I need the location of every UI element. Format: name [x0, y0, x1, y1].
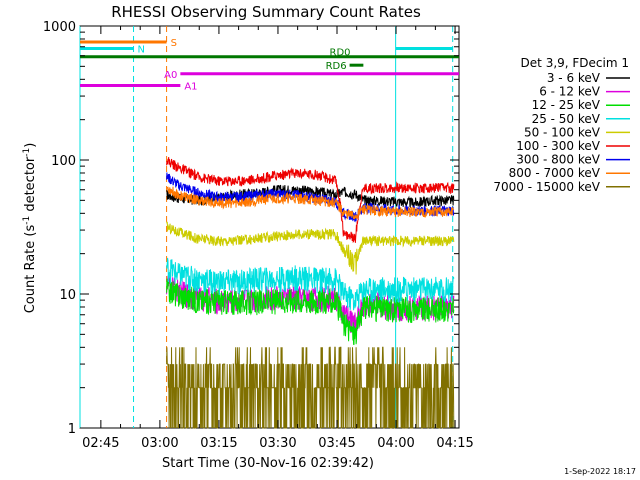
x-tick-label-2: 03:15 [200, 436, 237, 451]
y-tick-label-2: 100 [51, 154, 76, 169]
flag-label-s: S [171, 38, 177, 49]
legend-label-1: 6 - 12 keV [539, 85, 601, 99]
series-2-trace [166, 278, 455, 345]
y-axis-label: Count Rate (s-1 detector-1) [22, 143, 38, 314]
x-tick-label-1: 03:00 [141, 436, 178, 451]
flag-label-a1: A1 [184, 81, 197, 92]
x-tick-label-6: 04:15 [436, 436, 473, 451]
flag-label-rd0: RD0 [330, 48, 351, 59]
series-5-trace [166, 157, 455, 243]
flag-label-rd6: RD6 [326, 61, 347, 72]
y-axis-ticks: 1 10 100 1000 [43, 20, 459, 437]
y-axis-label-sup2: -1 [22, 148, 32, 157]
legend-label-7: 800 - 7000 keV [509, 166, 601, 180]
y-axis-label-main: Count Rate (s [23, 225, 38, 314]
flag-label-n: N [138, 44, 145, 55]
legend-label-3: 25 - 50 keV [532, 112, 601, 126]
chart-title: RHESSI Observing Summary Count Rates [111, 3, 421, 21]
footer-date: 1-Sep-2022 18:17 [564, 467, 636, 476]
series-8-trace [166, 346, 455, 429]
y-axis-label-end: ) [23, 143, 38, 148]
y-tick-label-3: 1000 [43, 20, 76, 35]
series-4-trace [166, 221, 455, 275]
x-axis-ticks: 02:45 03:00 03:15 03:30 03:45 04:00 04:15 [82, 26, 474, 451]
x-tick-label-5: 04:00 [377, 436, 414, 451]
series-3-trace [166, 257, 455, 311]
flag-label-a0: A0 [164, 70, 177, 81]
y-tick-label-0: 1 [68, 422, 76, 437]
legend-label-0: 3 - 6 keV [547, 71, 601, 85]
series-7-trace [166, 186, 455, 220]
flag-bars: S N RD0 RD6 A0 A1 [80, 38, 459, 92]
x-tick-label-0: 02:45 [82, 436, 119, 451]
x-tick-label-3: 03:30 [259, 436, 296, 451]
legend-title: Det 3,9, FDecim 1 [521, 56, 629, 70]
legend-label-5: 100 - 300 keV [516, 139, 600, 153]
y-tick-label-1: 10 [59, 288, 76, 303]
y-axis-label-sup1: -1 [22, 216, 32, 225]
x-axis-label: Start Time (30-Nov-16 02:39:42) [162, 456, 374, 471]
legend-label-2: 12 - 25 keV [532, 98, 601, 112]
legend-label-8: 7000 - 15000 keV [493, 180, 600, 194]
y-axis-label-mid: detector [23, 156, 38, 216]
legend-label-6: 300 - 800 keV [516, 153, 600, 167]
legend-label-4: 50 - 100 keV [524, 125, 601, 139]
x-tick-label-4: 03:45 [318, 436, 355, 451]
data-series-group [166, 157, 455, 429]
